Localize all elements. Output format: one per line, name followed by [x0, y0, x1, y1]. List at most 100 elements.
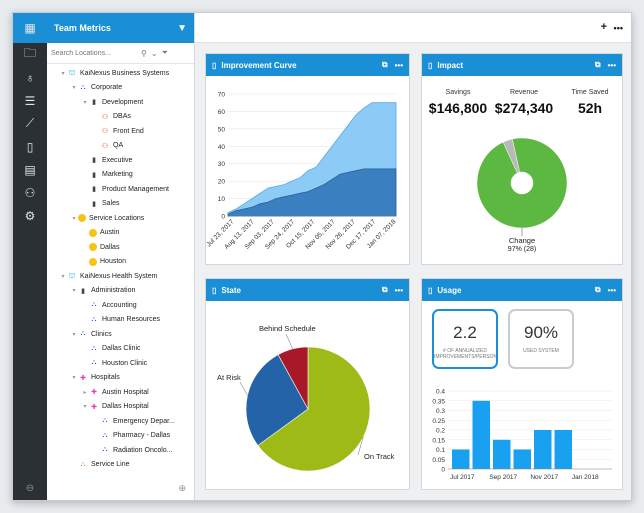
- copy-icon[interactable]: ⧉: [381, 60, 388, 69]
- expand-toggle-icon[interactable]: ▾: [72, 215, 76, 222]
- tree-node[interactable]: ⚇ Front End: [47, 124, 194, 139]
- more-icon[interactable]: •••: [607, 285, 616, 295]
- expand-toggle-icon[interactable]: ▾: [83, 404, 87, 411]
- panel-header: ▯ Impact ⧉ •••: [422, 54, 622, 76]
- tree-node[interactable]: ▸ ✚ Austin Hospital: [47, 385, 194, 400]
- corp-node-icon: ⛬: [91, 359, 97, 367]
- more-icon[interactable]: •••: [394, 60, 403, 70]
- used-system-box[interactable]: 90% Used system: [508, 309, 574, 369]
- location-search-input[interactable]: [51, 49, 137, 57]
- tree-node-label: Houston: [100, 258, 127, 266]
- state-panel: ▯ State ⧉ ••• On Track At Risk Behind Sche…: [205, 278, 410, 490]
- folder-icon[interactable]: 🗀: [23, 46, 36, 60]
- annualized-improvements-box[interactable]: 2.2 # of annualized improvements/person: [432, 309, 498, 369]
- revenue-metric: Revenue $274,340: [492, 89, 556, 116]
- tree-node[interactable]: ⛬ Human Resources: [47, 313, 194, 328]
- ppl-node-icon: ⚇: [101, 142, 109, 150]
- tree-node[interactable]: ▮ Sales: [47, 197, 194, 212]
- tree-node[interactable]: ▾ ✚ Hospitals: [47, 371, 194, 386]
- tree-node[interactable]: ⛬ Accounting: [47, 298, 194, 313]
- state-pie-chart: On Track At Risk Behind Schedule: [217, 324, 395, 472]
- hosp-node-icon: ✚: [91, 389, 97, 397]
- tree-node[interactable]: ▾ ⛬ Clinics: [47, 327, 194, 342]
- tree-node[interactable]: ▮ Marketing: [47, 168, 194, 183]
- expand-toggle-icon[interactable]: ▾: [83, 99, 87, 106]
- tree-node[interactable]: ⛬ Houston Clinic: [47, 356, 194, 371]
- copy-icon[interactable]: ⧉: [381, 285, 388, 294]
- chevron-down-icon[interactable]: ⌄: [150, 48, 158, 58]
- caret-down-icon[interactable]: ▼: [177, 22, 187, 34]
- search-icon[interactable]: ⚲: [141, 48, 147, 58]
- document-icon[interactable]: ▯: [26, 139, 34, 154]
- gear-icon[interactable]: ⚙: [24, 208, 36, 223]
- collapse-rail-icon[interactable]: ⊖: [25, 483, 35, 494]
- tree-node[interactable]: Austin: [47, 226, 194, 241]
- y-tick-label: 0.15: [432, 437, 445, 444]
- tree-node[interactable]: ⛬ Pharmacy - Dallas: [47, 429, 194, 444]
- add-icon[interactable]: +: [600, 21, 607, 33]
- users-icon[interactable]: ⚇: [24, 185, 36, 200]
- tree-node[interactable]: ▮ Executive: [47, 153, 194, 168]
- expand-toggle-icon[interactable]: ▾: [72, 288, 76, 295]
- tree-node[interactable]: ⛬ Service Line: [47, 458, 194, 473]
- tree-node-label: KaiNexus Health System: [80, 272, 158, 280]
- tree-node[interactable]: ⚇ QA: [47, 139, 194, 154]
- usage-label: Used system: [523, 348, 559, 354]
- bld-node-icon: ▮: [92, 186, 96, 194]
- tree-node-label: Development: [102, 98, 144, 106]
- dot-node-icon: [89, 228, 97, 237]
- tree-node-label: Austin: [100, 229, 120, 237]
- filter-icon[interactable]: ⏷: [161, 48, 168, 57]
- savings-metric: Savings $146,800: [428, 89, 488, 116]
- org-node-icon: ⛫: [68, 272, 76, 280]
- tree-header[interactable]: Team Metrics ▼: [47, 13, 194, 43]
- line-chart-icon[interactable]: ⟋: [25, 116, 35, 130]
- usage-value: 2.2: [453, 323, 477, 342]
- corp-node-icon: ⛬: [102, 431, 108, 439]
- tree-node[interactable]: ▾ ⛫ KaiNexus Health System: [47, 269, 194, 284]
- tree-node[interactable]: ▾ ⛫ KaiNexus Business Systems: [47, 66, 194, 81]
- panel-title: Impact: [437, 60, 464, 70]
- copy-icon[interactable]: ⧉: [594, 285, 601, 294]
- tree-node[interactable]: Dallas: [47, 240, 194, 255]
- tree-node[interactable]: ▾ ▮ Administration: [47, 284, 194, 299]
- tree-node[interactable]: ⛬ Dallas Clinic: [47, 342, 194, 357]
- expand-toggle-icon[interactable]: ▾: [61, 273, 65, 280]
- dot-node-icon: [89, 243, 97, 252]
- tree-node-label: Accounting: [102, 301, 137, 309]
- list-icon[interactable]: ☰: [24, 93, 36, 108]
- tree-node[interactable]: ▾ Service Locations: [47, 211, 194, 226]
- tree-node[interactable]: ▾ ⛬ Corporate: [47, 81, 194, 96]
- tree-node[interactable]: ⚇ DBAs: [47, 110, 194, 125]
- copy-icon[interactable]: ⧉: [594, 60, 601, 69]
- panel-title: Improvement Curve: [221, 60, 297, 70]
- tree-node[interactable]: ▾ ✚ Dallas Hospital: [47, 400, 194, 415]
- calendar-icon[interactable]: ▤: [24, 162, 36, 177]
- expand-toggle-icon[interactable]: ▾: [72, 85, 76, 92]
- tree-node[interactable]: ▾ ▮ Development: [47, 95, 194, 110]
- tree-node-label: Service Locations: [89, 214, 145, 222]
- add-location-icon[interactable]: ⊕: [178, 483, 186, 493]
- more-icon[interactable]: •••: [613, 23, 623, 33]
- y-tick-label: 0.05: [432, 457, 445, 464]
- more-icon[interactable]: •••: [394, 285, 403, 295]
- x-tick-label: Jul 2017: [450, 474, 475, 481]
- more-icon[interactable]: •••: [607, 60, 616, 70]
- document-icon: ▯: [428, 60, 433, 70]
- org-node-icon: ⛫: [68, 69, 76, 77]
- expand-toggle-icon[interactable]: ▾: [72, 331, 76, 338]
- tree-node[interactable]: Houston: [47, 255, 194, 270]
- lightbulb-icon[interactable]: ♁: [25, 70, 35, 85]
- tree-node[interactable]: ⛬ Radiation Oncolo...: [47, 443, 194, 458]
- expand-toggle-icon[interactable]: ▸: [83, 389, 87, 396]
- tree-node[interactable]: ▮ Product Management: [47, 182, 194, 197]
- label-leader: [357, 437, 364, 456]
- y-tick-label: 70: [218, 92, 226, 99]
- grid-icon[interactable]: ▦: [13, 13, 47, 43]
- expand-toggle-icon[interactable]: ▾: [72, 375, 76, 382]
- tree-node-label: Radiation Oncolo...: [113, 446, 173, 454]
- tree-node[interactable]: ⛬ Emergency Depar...: [47, 414, 194, 429]
- expand-toggle-icon[interactable]: ▾: [61, 70, 65, 77]
- y-tick-label: 0.25: [432, 418, 445, 425]
- tree-node-label: Dallas: [100, 243, 120, 251]
